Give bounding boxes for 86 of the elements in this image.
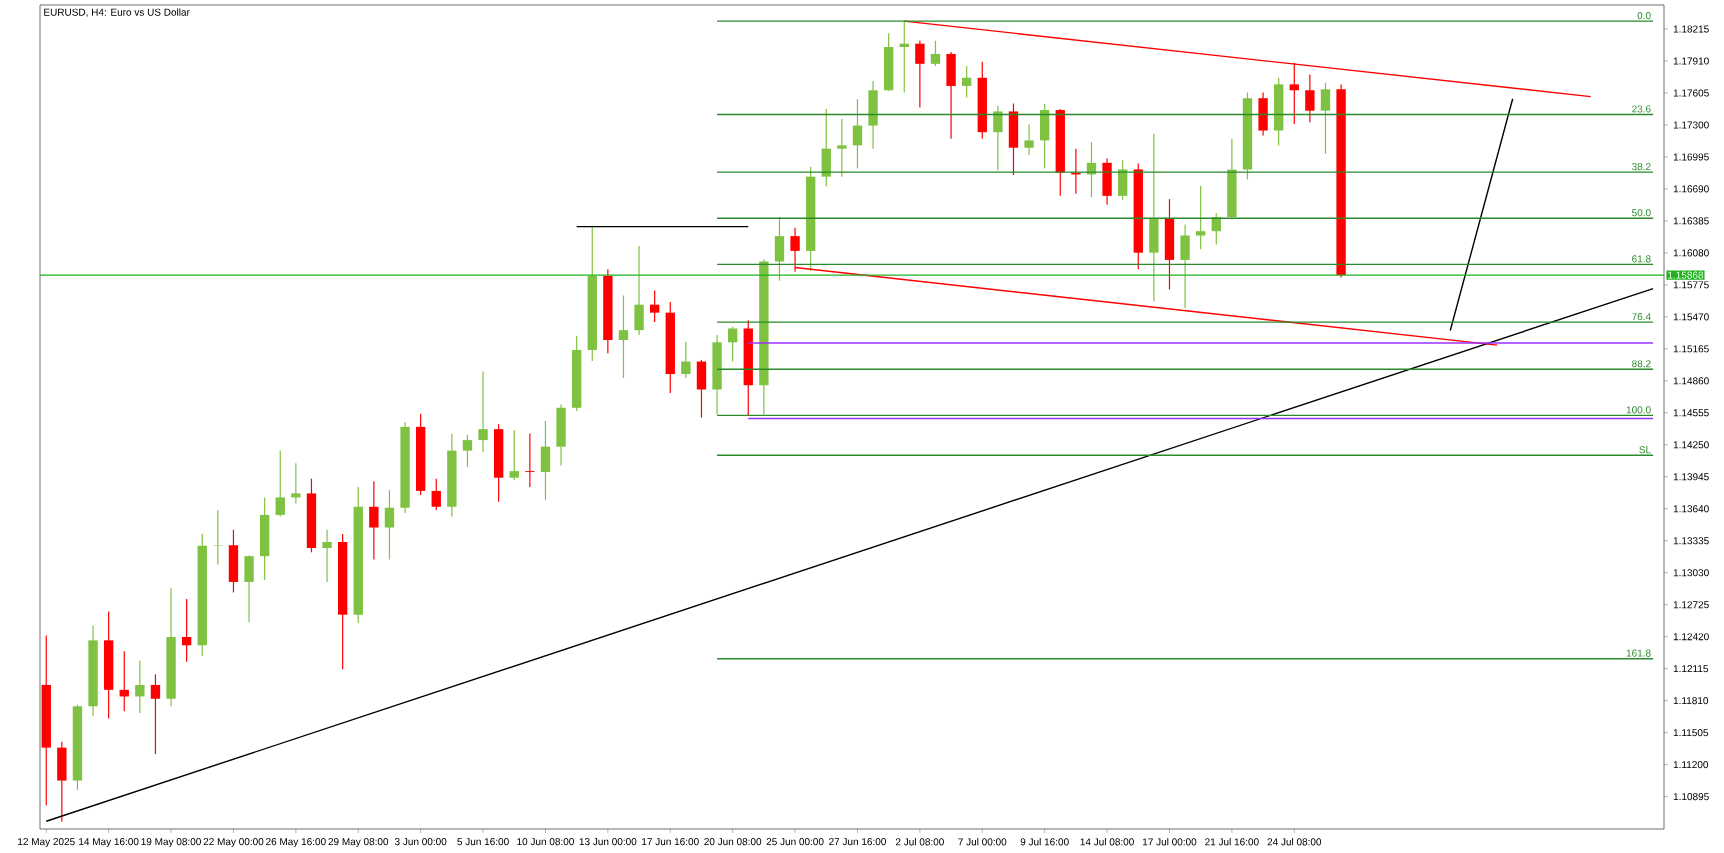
series-label: 0.0 — [1637, 12, 1651, 20]
y-tick-label: 1.18215 — [1673, 25, 1709, 33]
candlestick — [384, 489, 395, 561]
candlestick — [135, 660, 145, 714]
series-label: 100.0 — [1626, 406, 1651, 414]
y-tick-label: 1.15470 — [1673, 313, 1709, 321]
x-tick-label: 26 May 16:00 — [266, 838, 326, 848]
y-tick-label: 1.11810 — [1673, 697, 1709, 705]
x-tick-label: 19 May 08:00 — [141, 838, 201, 848]
candlestick — [618, 294, 629, 379]
x-tick-label: 24 Jul 08:00 — [1267, 838, 1322, 846]
x-tick-label: 14 May 16:00 — [79, 838, 139, 848]
candlestick — [993, 105, 1003, 171]
candlestick — [961, 65, 972, 99]
x-tick-label: 9 Jul 16:00 — [1020, 838, 1069, 846]
candlestick — [681, 341, 691, 379]
y-tick-label: 1.12725 — [1673, 601, 1709, 609]
x-tick-label: 29 May 08:00 — [328, 838, 389, 848]
candlestick — [649, 289, 660, 323]
y-tick-label: 1.17300 — [1673, 121, 1709, 129]
y-tick-label: 1.16080 — [1673, 249, 1709, 257]
series-label: 161.8 — [1626, 649, 1651, 657]
candlestick — [275, 449, 285, 518]
x-tick-label: 17 Jul 00:00 — [1142, 838, 1197, 846]
y-tick-label: 1.14250 — [1673, 441, 1709, 449]
series-label: 61.8 — [1632, 255, 1651, 263]
series-label: 50.0 — [1632, 209, 1651, 217]
y-tick-label: 1.12115 — [1673, 665, 1709, 673]
x-tick-label: 22 May 00:00 — [203, 838, 264, 848]
y-tick-label: 1.15775 — [1673, 281, 1709, 289]
candlestick — [291, 462, 301, 505]
candlestick — [930, 40, 941, 67]
y-tick-label: 1.13030 — [1673, 569, 1709, 577]
candlestick — [1320, 82, 1331, 155]
series-label: 88.2 — [1632, 360, 1651, 368]
y-tick-label: 1.17910 — [1673, 57, 1709, 65]
y-tick-label: 1.16690 — [1673, 185, 1709, 193]
y-tick-label: 1.11505 — [1673, 729, 1709, 737]
y-tick-label: 1.12420 — [1673, 633, 1709, 641]
y-tick-label: 1.10895 — [1673, 793, 1709, 801]
y-tick-label: 1.14860 — [1673, 377, 1709, 385]
x-tick-label: 25 Jun 00:00 — [766, 838, 824, 846]
y-tick-label: 1.13335 — [1673, 537, 1709, 545]
x-tick-label: 12 May 2025 — [18, 838, 75, 848]
series-label: 38.2 — [1632, 163, 1651, 171]
candlestick — [1196, 185, 1206, 250]
x-tick-label: 3 Jun 00:00 — [394, 838, 447, 846]
x-tick-label: 14 Jul 08:00 — [1080, 838, 1134, 846]
candlestick — [478, 370, 488, 453]
candlestick — [525, 432, 535, 488]
candlestick — [322, 529, 332, 583]
y-tick-label: 1.16385 — [1673, 217, 1709, 225]
y-tick-label: 1.17605 — [1673, 89, 1709, 97]
x-tick-label: 21 Jul 16:00 — [1205, 838, 1259, 846]
candlestick — [150, 673, 161, 755]
candlestick — [462, 434, 473, 468]
candlestick — [1305, 73, 1315, 123]
y-tick-label: 1.16995 — [1673, 153, 1709, 161]
candlestick — [1024, 123, 1034, 156]
y-tick-label: 1.13640 — [1673, 505, 1709, 513]
candlestick — [837, 118, 847, 178]
x-tick-label: 13 Jun 00:00 — [579, 838, 637, 846]
x-tick-label: 20 Jun 08:00 — [704, 838, 762, 846]
ref-line-label: 1.15868 — [1668, 271, 1704, 279]
candlestick — [213, 509, 223, 566]
x-tick-label: 7 Jul 00:00 — [958, 838, 1007, 846]
candlestick — [369, 480, 379, 561]
candlestick — [915, 40, 925, 109]
series-label: 76.4 — [1632, 313, 1651, 321]
series-label: 23.6 — [1632, 105, 1651, 113]
x-tick-label: 10 Jun 08:00 — [517, 838, 574, 846]
x-tick-label: 17 Jun 16:00 — [642, 838, 699, 846]
y-tick-label: 1.14555 — [1673, 409, 1709, 417]
candlestick — [509, 429, 519, 481]
candlestick — [431, 478, 441, 511]
y-tick-label: 1.15165 — [1673, 345, 1709, 353]
series-label: SL — [1639, 446, 1651, 454]
y-tick-label: 1.11200 — [1673, 761, 1709, 769]
x-tick-label: 5 Jun 16:00 — [457, 838, 509, 846]
candlestick — [181, 598, 192, 663]
chart-title: EURUSD, H4: Euro vs US Dollar — [44, 8, 190, 17]
x-tick-label: 27 Jun 16:00 — [829, 838, 886, 846]
x-tick-label: 2 Jul 08:00 — [895, 838, 944, 846]
candlestick — [727, 326, 738, 363]
candlestick — [852, 98, 863, 170]
y-tick-label: 1.13945 — [1673, 473, 1709, 481]
